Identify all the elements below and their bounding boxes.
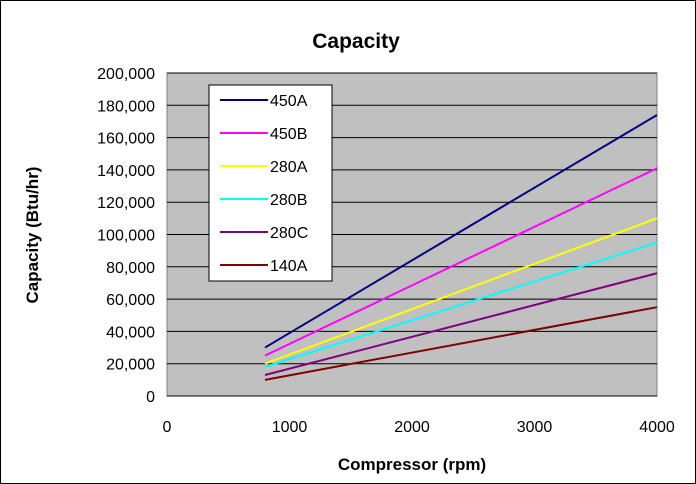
x-tick-label: 3000 [517, 419, 553, 436]
legend-label-280a: 280A [270, 159, 308, 176]
y-tick-label: 80,000 [106, 260, 155, 277]
legend-label-450b: 450B [270, 126, 307, 143]
x-tick-label: 0 [163, 419, 172, 436]
y-tick-label: 40,000 [106, 324, 155, 341]
x-tick-labels: 0 1000 2000 3000 4000 [163, 419, 675, 436]
x-tick-label: 4000 [639, 419, 675, 436]
series-lines [264, 114, 658, 381]
x-tick-label: 2000 [394, 419, 430, 436]
legend-label-140a: 140A [270, 258, 308, 275]
legend-label-280b: 280B [270, 192, 307, 209]
y-tick-label: 140,000 [97, 163, 155, 180]
y-tick-label: 60,000 [106, 292, 155, 309]
x-axis-title: Compressor (rpm) [338, 455, 486, 474]
series-line-450a [264, 114, 658, 349]
legend-label-280c: 280C [270, 225, 308, 242]
y-tick-label: 160,000 [97, 131, 155, 148]
legend: 450A 450B 280A 280B 280C 140A [208, 84, 333, 282]
y-tick-label: 0 [146, 389, 155, 406]
series-line-280b [264, 241, 658, 368]
y-tick-label: 100,000 [97, 228, 155, 245]
chart-title: Capacity [312, 30, 400, 53]
x-tick-label: 1000 [272, 419, 308, 436]
series-line-450b [264, 167, 658, 357]
series-line-280c [264, 272, 658, 376]
series-line-140a [264, 306, 658, 381]
y-tick-label: 20,000 [106, 357, 155, 374]
series-line-280a [264, 217, 658, 365]
legend-label-450a: 450A [270, 93, 308, 110]
y-tick-labels: 0 20,000 40,000 60,000 80,000 100,000 120,000 1… [97, 66, 155, 406]
legend-box [208, 84, 333, 282]
y-tick-label: 180,000 [97, 98, 155, 115]
y-tick-label: 120,000 [97, 195, 155, 212]
y-tick-label: 200,000 [97, 66, 155, 83]
y-axis-title: Capacity (Btu/hr) [23, 167, 42, 304]
